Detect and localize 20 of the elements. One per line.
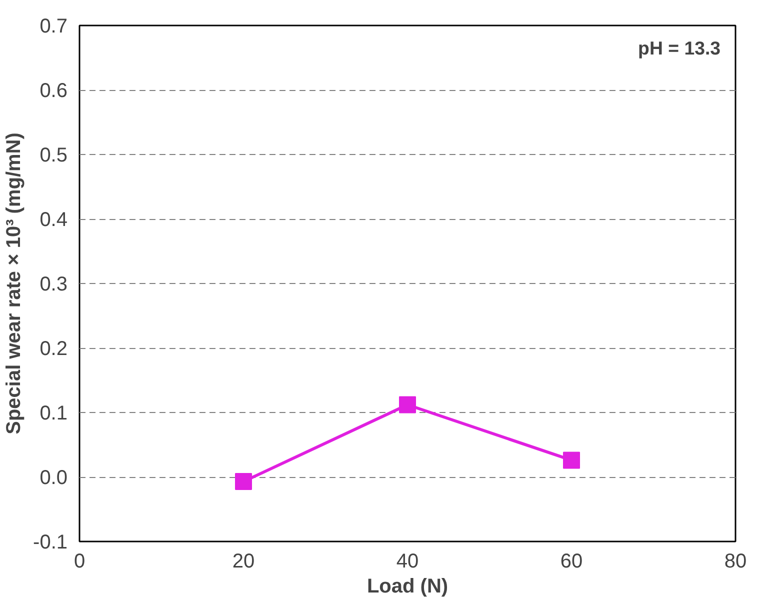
- y-axis-title: Special wear rate × 10³ (mg/mN): [3, 132, 26, 434]
- y-tick-label: 0.3: [40, 274, 68, 296]
- y-tick-label: 0.5: [40, 144, 68, 166]
- x-tick-label: 60: [560, 550, 583, 572]
- x-tick-label: 20: [232, 550, 255, 572]
- y-tick-label: 0.0: [40, 467, 68, 489]
- annotation: pH = 13.3: [638, 38, 721, 58]
- point: [563, 452, 580, 469]
- y-tick-label: 0.7: [40, 16, 68, 38]
- x-tick-label: 80: [724, 550, 747, 572]
- x-axis-title: Load (N): [366, 576, 448, 598]
- x-tick-label: 0: [74, 550, 86, 572]
- x-tick-label: 40: [396, 550, 419, 572]
- y-tick-label: 0.1: [40, 402, 68, 424]
- y-tick-label: -0.1: [33, 532, 68, 554]
- y-tick-label: 0.2: [40, 338, 68, 360]
- point: [399, 396, 416, 414]
- y-tick-label: 0.6: [40, 80, 68, 102]
- y-tick-label: 0.4: [40, 209, 68, 231]
- point: [235, 473, 252, 490]
